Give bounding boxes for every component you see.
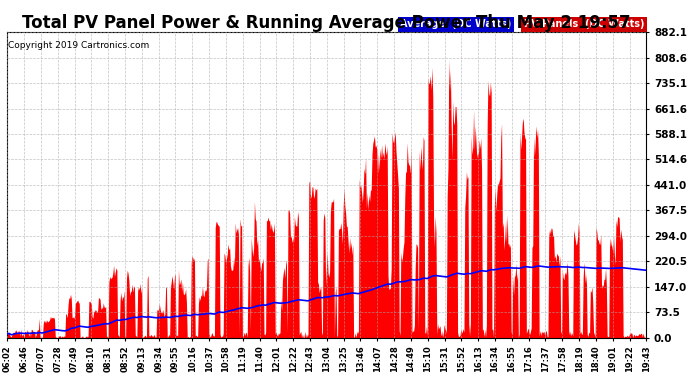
Title: Total PV Panel Power & Running Average Power Thu May 2 19:57: Total PV Panel Power & Running Average P…	[23, 14, 631, 32]
Text: PV Panels  (DC Watts): PV Panels (DC Watts)	[524, 19, 644, 29]
Text: Copyright 2019 Cartronics.com: Copyright 2019 Cartronics.com	[8, 41, 149, 50]
Text: Average  (DC Watts): Average (DC Watts)	[400, 19, 512, 29]
